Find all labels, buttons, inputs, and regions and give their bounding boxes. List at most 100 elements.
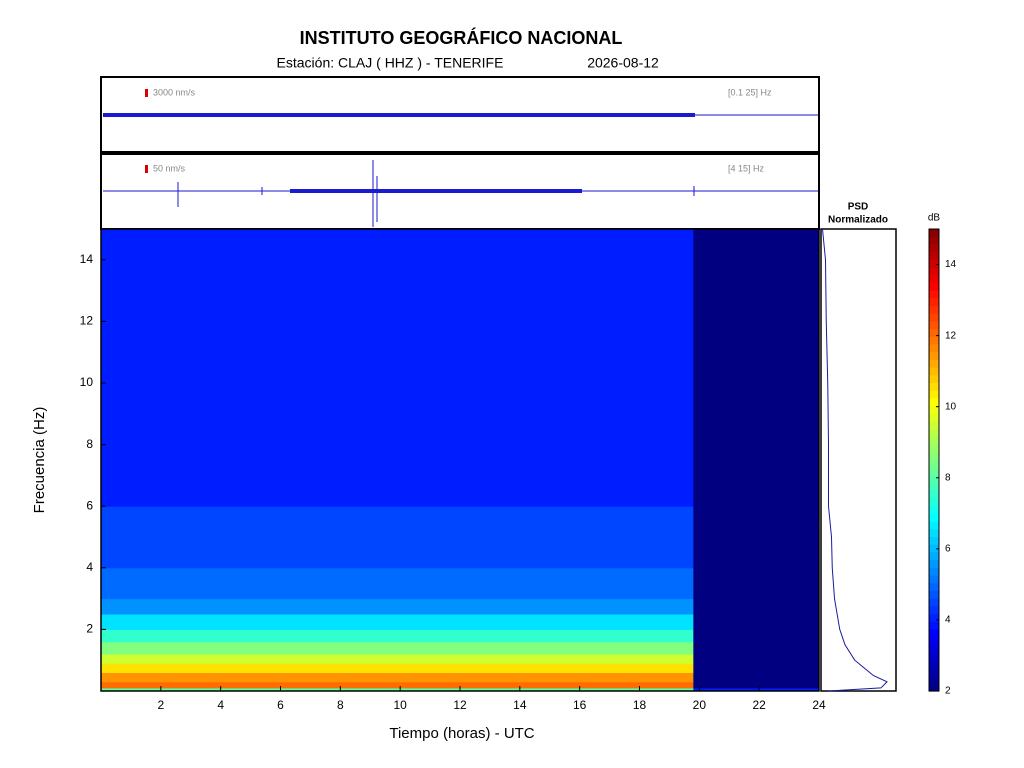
colorbar-segment	[929, 490, 939, 500]
heatmap-cell	[693, 629, 820, 643]
band-label: [4 15] Hz	[728, 163, 765, 173]
y-tick-label: 4	[86, 560, 93, 574]
colorbar-segment	[929, 421, 939, 430]
waveform	[103, 160, 818, 227]
x-tick-label: 2	[157, 698, 164, 712]
heatmap-cell	[693, 506, 820, 569]
psd-line	[822, 228, 888, 692]
scale-bar	[145, 89, 148, 97]
colorbar-segment	[929, 629, 939, 638]
x-tick-label: 20	[693, 698, 707, 712]
colorbar-segment	[929, 359, 939, 369]
colorbar-segment	[929, 513, 939, 523]
heatmap-cell	[101, 506, 694, 569]
colorbar-tick-label: 12	[945, 330, 957, 341]
colorbar-segment	[929, 660, 939, 669]
heatmap-cell	[101, 229, 694, 384]
colorbar-segment	[929, 275, 939, 284]
date: 2026-08-12	[587, 55, 659, 71]
colorbar-segment	[929, 244, 939, 253]
colorbar-frame	[928, 228, 940, 692]
colorbar-tick-label: 10	[945, 401, 957, 412]
colorbar-segment	[929, 652, 939, 661]
scale-bar	[145, 165, 148, 173]
colorbar-segment	[929, 683, 939, 692]
colorbar-segment	[929, 590, 939, 600]
heatmap-cell	[101, 681, 694, 689]
colorbar-segment	[929, 506, 939, 515]
x-tick-label: 10	[393, 698, 407, 712]
colorbar-segment	[929, 452, 939, 461]
y-tick-label: 6	[86, 498, 93, 512]
heatmap-cell	[693, 229, 820, 384]
colorbar-segment	[929, 321, 939, 330]
colorbar-segment	[929, 544, 939, 553]
colorbar-segment	[929, 306, 939, 315]
colorbar-segment	[929, 267, 939, 276]
x-tick-label: 22	[752, 698, 766, 712]
colorbar-segment	[929, 498, 939, 507]
colorbar-segment	[929, 567, 939, 577]
colorbar-segment	[929, 475, 939, 484]
heatmap-cell	[101, 641, 694, 655]
colorbar-segment	[929, 282, 939, 292]
heatmap-cell	[693, 641, 820, 655]
heatmap-cell	[101, 629, 694, 643]
colorbar-segment	[929, 621, 939, 630]
colorbar-tick-label: 14	[945, 259, 957, 270]
heatmap-cell	[101, 663, 694, 674]
x-tick-label: 8	[337, 698, 344, 712]
x-tick-label: 4	[217, 698, 224, 712]
y-tick-label: 8	[86, 437, 93, 451]
colorbar-segment	[929, 383, 939, 392]
colorbar-segment	[929, 329, 939, 338]
colorbar-segment	[929, 406, 939, 415]
y-tick-label: 14	[80, 252, 94, 266]
station: Estación: CLAJ ( HHZ ) - TENERIFE	[277, 55, 504, 71]
heatmap-cell	[693, 654, 820, 664]
y-tick-label: 12	[80, 314, 94, 328]
colorbar-segment	[929, 298, 939, 307]
title: INSTITUTO GEOGRÁFICO NACIONAL	[300, 27, 623, 48]
colorbar-segment	[929, 336, 939, 346]
x-tick-label: 18	[633, 698, 647, 712]
colorbar-segment	[929, 483, 939, 492]
colorbar-segment	[929, 252, 939, 261]
heatmap-cell	[693, 681, 820, 689]
colorbar-segment	[929, 675, 939, 684]
colorbar-segment	[929, 598, 939, 607]
y-axis-label: Frecuencia (Hz)	[31, 407, 48, 514]
heatmap-cell	[101, 672, 694, 683]
x-tick-label: 14	[513, 698, 527, 712]
waveform	[103, 113, 695, 117]
heatmap-cell	[101, 598, 694, 615]
x-tick-label: 12	[453, 698, 467, 712]
y-tick-label: 2	[86, 622, 93, 636]
colorbar-segment	[929, 552, 939, 561]
scale-label: 50 nm/s	[153, 163, 186, 173]
colorbar-segment	[929, 529, 939, 538]
colorbar-segment	[929, 644, 939, 654]
heatmap-cell	[693, 687, 820, 692]
colorbar-segment	[929, 367, 939, 376]
colorbar-segment	[929, 229, 939, 238]
colorbar-tick-label: 2	[945, 686, 951, 697]
x-tick-label: 6	[277, 698, 284, 712]
colorbar-segment	[929, 390, 939, 399]
colorbar-tick-label: 6	[945, 543, 951, 554]
heatmap-cell	[693, 614, 820, 630]
heatmap-cell	[693, 567, 820, 600]
colorbar-segment	[929, 375, 939, 384]
psd-title: PSD	[848, 202, 869, 213]
colorbar-segment	[929, 344, 939, 353]
colorbar-segment	[929, 290, 939, 299]
heatmap-cell	[101, 654, 694, 664]
heatmap-cell	[693, 663, 820, 674]
x-tick-label: 16	[573, 698, 587, 712]
y-tick-label: 10	[80, 375, 94, 389]
colorbar-segment	[929, 521, 939, 530]
colorbar-segment	[929, 575, 939, 584]
colorbar-segment	[929, 429, 939, 438]
colorbar-label: dB	[928, 213, 941, 224]
colorbar-segment	[929, 444, 939, 453]
